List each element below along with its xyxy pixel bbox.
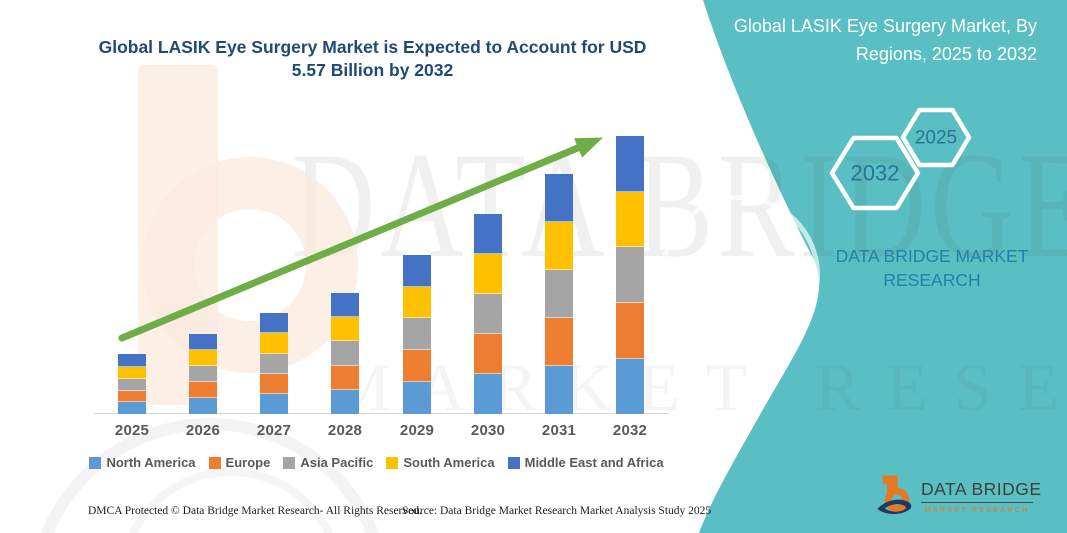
- databridge-logo-icon: [877, 475, 912, 515]
- legend-swatch-asia-pacific: [283, 456, 296, 469]
- bar-segment-2027-middle-east-and-africa: [260, 312, 288, 333]
- bar-segment-2027-north-america: [260, 393, 288, 414]
- logo-name-primary: DATA BRIDGE: [921, 478, 1042, 499]
- bar-segment-2032-north-america: [616, 358, 644, 414]
- bar-segment-2026-north-america: [189, 398, 217, 414]
- year-hexagons: 2032 2025: [829, 107, 972, 211]
- bar-segment-2029-south-america: [403, 286, 431, 318]
- panel-brand-line2: RESEARCH: [883, 270, 981, 290]
- x-axis-label-2029: 2029: [399, 422, 435, 439]
- chart-legend: North America Europe Asia Pacific South Ame…: [85, 455, 668, 470]
- legend-label-south-america: South America: [403, 455, 495, 470]
- legend-item-europe: Europe: [208, 455, 271, 470]
- logo-name-secondary: MARKET RESEARCH: [924, 504, 1030, 514]
- bar-segment-2030-south-america: [474, 254, 502, 294]
- bar-segment-2030-north-america: [474, 374, 502, 414]
- bar-segment-2028-asia-pacific: [331, 341, 359, 366]
- hexagon-2032: [829, 135, 921, 211]
- side-panel-title-line1: Global LASIK Eye Surgery Market, By: [733, 16, 1037, 36]
- bar-segment-2030-europe: [474, 334, 502, 374]
- legend-label-asia-pacific: Asia Pacific: [300, 455, 374, 470]
- x-axis-label-2025: 2025: [114, 422, 150, 439]
- bar-segment-2031-middle-east-and-africa: [545, 174, 573, 222]
- bar-2032: [616, 135, 644, 414]
- bar-segment-2028-north-america: [331, 389, 359, 414]
- bar-segment-2030-middle-east-and-africa: [474, 214, 502, 254]
- bar-segment-2031-europe: [545, 318, 573, 366]
- legend-label-europe: Europe: [225, 455, 271, 470]
- legend-swatch-north-america: [89, 456, 102, 469]
- bar-segment-2029-asia-pacific: [403, 318, 431, 350]
- chart-title: Global LASIK Eye Surgery Market is Expec…: [85, 36, 660, 82]
- side-panel-title-line2: Regions, 2025 to 2032: [855, 44, 1037, 64]
- source-note: Source: Data Bridge Market Research Mark…: [402, 505, 712, 517]
- bar-2029: [403, 254, 431, 414]
- panel-brand-line1: DATA BRIDGE MARKET: [835, 246, 1029, 266]
- x-axis-label-2028: 2028: [327, 422, 363, 439]
- x-axis-label-2032: 2032: [612, 422, 648, 439]
- bar-2026: [189, 334, 217, 414]
- bar-segment-2028-europe: [331, 365, 359, 390]
- bar-2027: [260, 312, 288, 414]
- x-axis-label-2026: 2026: [185, 422, 221, 439]
- legend-item-north-america: North America: [89, 455, 196, 470]
- x-axis-line: [93, 413, 668, 414]
- bar-2031: [545, 174, 573, 414]
- bar-2030: [474, 214, 502, 414]
- bar-segment-2025-europe: [118, 390, 146, 402]
- bar-segment-2025-middle-east-and-africa: [118, 354, 146, 367]
- legend-item-south-america: South America: [386, 455, 495, 470]
- bar-segment-2025-north-america: [118, 402, 146, 414]
- bar-segment-2032-europe: [616, 302, 644, 359]
- hexagon-2025-label: 2025: [915, 128, 957, 149]
- bar-segment-2031-south-america: [545, 222, 573, 270]
- dmca-notice: DMCA Protected © Data Bridge Market Rese…: [88, 505, 422, 517]
- bar-segment-2026-asia-pacific: [189, 366, 217, 382]
- bar-segment-2028-south-america: [331, 316, 359, 341]
- legend-swatch-europe: [208, 456, 221, 469]
- databridge-logo-wordmark: DATA BRIDGE MARKET RESEARCH: [921, 478, 1042, 514]
- bar-segment-2028-middle-east-and-africa: [331, 292, 359, 317]
- bar-segment-2032-asia-pacific: [616, 247, 644, 303]
- bar-segment-2029-north-america: [403, 382, 431, 414]
- bar-segment-2026-europe: [189, 382, 217, 398]
- legend-label-north-america: North America: [106, 455, 196, 470]
- chart-title-line1: Global LASIK Eye Surgery Market is Expec…: [98, 37, 647, 57]
- legend-swatch-middle-east-and-africa: [507, 456, 520, 469]
- databridge-logo: DATA BRIDGE MARKET RESEARCH: [876, 472, 1042, 520]
- bar-segment-2032-south-america: [616, 191, 644, 247]
- white-circle-accent: [660, 195, 820, 355]
- bar-segment-2025-south-america: [118, 366, 146, 379]
- side-panel-title: Global LASIK Eye Surgery Market, By Regi…: [707, 12, 1037, 68]
- x-axis-label-2027: 2027: [256, 422, 292, 439]
- panel-brand-text: DATA BRIDGE MARKET RESEARCH: [812, 244, 1052, 292]
- bar-segment-2031-north-america: [545, 366, 573, 414]
- bar-segment-2029-europe: [403, 350, 431, 382]
- legend-swatch-south-america: [386, 456, 399, 469]
- bar-segment-2026-south-america: [189, 350, 217, 366]
- bar-segment-2031-asia-pacific: [545, 270, 573, 318]
- legend-label-middle-east-and-africa: Middle East and Africa: [524, 455, 664, 470]
- x-axis-label-2031: 2031: [541, 422, 577, 439]
- bar-segment-2032-middle-east-and-africa: [616, 135, 644, 192]
- legend-item-middle-east-and-africa: Middle East and Africa: [507, 455, 664, 470]
- bar-segment-2030-asia-pacific: [474, 294, 502, 334]
- logo-divider: [921, 501, 1033, 503]
- hexagon-2025: [900, 107, 972, 168]
- chart-title-line2: 5.57 Billion by 2032: [291, 60, 454, 80]
- hexagon-2032-label: 2032: [851, 161, 900, 186]
- bar-2025: [118, 354, 146, 414]
- x-axis-label-2030: 2030: [470, 422, 506, 439]
- bar-segment-2026-middle-east-and-africa: [189, 334, 217, 350]
- bar-2028: [331, 292, 359, 414]
- bar-segment-2027-europe: [260, 373, 288, 394]
- bar-segment-2027-south-america: [260, 333, 288, 354]
- bar-segment-2025-asia-pacific: [118, 379, 146, 391]
- bar-segment-2029-middle-east-and-africa: [403, 254, 431, 287]
- bar-segment-2027-asia-pacific: [260, 353, 288, 374]
- legend-item-asia-pacific: Asia Pacific: [283, 455, 373, 470]
